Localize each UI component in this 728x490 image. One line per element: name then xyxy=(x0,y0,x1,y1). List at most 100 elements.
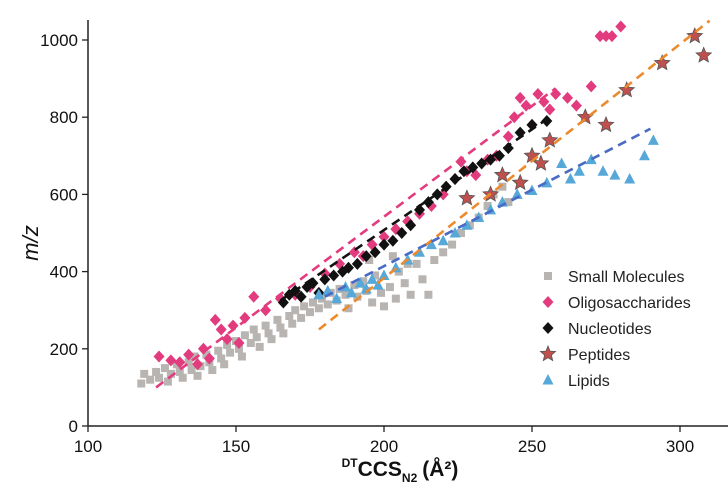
y-tick-label: 0 xyxy=(69,417,78,436)
data-point xyxy=(221,333,233,346)
legend-label: Oligosaccharides xyxy=(568,295,691,312)
data-point xyxy=(226,348,235,357)
legend-marker xyxy=(539,344,557,362)
data-point xyxy=(532,88,544,101)
y-tick-label: 1000 xyxy=(40,31,78,50)
data-point xyxy=(564,172,576,184)
data-point xyxy=(458,189,476,206)
data-point xyxy=(456,229,465,237)
data-point xyxy=(594,30,606,43)
data-point xyxy=(331,292,343,304)
data-point xyxy=(227,319,239,332)
data-point xyxy=(264,329,273,338)
data-point xyxy=(686,27,704,44)
data-point xyxy=(695,46,713,63)
data-point xyxy=(192,358,204,371)
data-point xyxy=(285,311,294,320)
data-point xyxy=(449,227,461,238)
data-point xyxy=(202,350,211,359)
data-point xyxy=(233,337,245,350)
data-point xyxy=(541,131,559,148)
data-point xyxy=(249,325,258,334)
data-point xyxy=(273,315,282,324)
data-point xyxy=(405,219,417,232)
legend-marker xyxy=(542,374,554,385)
data-point xyxy=(388,252,397,261)
series-lipids xyxy=(313,134,659,304)
data-point xyxy=(203,352,215,365)
data-point xyxy=(585,153,597,165)
data-point xyxy=(178,373,187,382)
data-point xyxy=(165,354,177,367)
data-point xyxy=(319,273,331,286)
data-point xyxy=(372,279,384,290)
data-point xyxy=(328,269,340,282)
data-point xyxy=(600,30,612,43)
data-point xyxy=(378,238,390,251)
x-axis-title-sup: DT xyxy=(342,456,359,470)
series-peptides xyxy=(458,27,713,206)
x-axis-title-unit: (Å²) xyxy=(422,457,458,481)
data-point xyxy=(314,304,323,313)
data-point xyxy=(380,302,388,311)
data-point xyxy=(350,281,359,290)
data-point xyxy=(556,157,568,169)
data-point xyxy=(606,30,618,43)
data-point xyxy=(461,219,473,230)
legend-item-oligosaccharides: Oligosaccharides xyxy=(542,295,691,312)
data-point xyxy=(573,165,585,176)
x-tick-label: 100 xyxy=(74,437,102,456)
y-axis-title: m/z xyxy=(18,225,43,260)
data-point xyxy=(152,367,161,376)
data-point xyxy=(653,54,671,71)
data-point xyxy=(504,198,513,207)
data-point xyxy=(341,290,350,299)
data-point xyxy=(237,352,246,361)
x-axis-title: DTCCSN2 (Å²) xyxy=(342,456,459,485)
data-point xyxy=(585,80,597,93)
legend-label: Nucleotides xyxy=(568,321,652,338)
data-point xyxy=(378,269,390,280)
x-tick-label: 200 xyxy=(370,437,398,456)
legend-item-peptides: Peptides xyxy=(539,344,630,364)
data-point xyxy=(448,240,457,249)
data-point xyxy=(342,261,354,274)
data-point xyxy=(387,234,399,247)
data-point xyxy=(146,375,155,384)
data-point xyxy=(514,91,526,104)
x-axis-title-sub: N2 xyxy=(402,471,418,485)
y-tick-label: 400 xyxy=(50,263,78,282)
data-point xyxy=(369,246,381,259)
data-point xyxy=(449,172,461,185)
data-point xyxy=(493,166,511,183)
data-point xyxy=(240,331,249,340)
data-point xyxy=(174,356,186,369)
data-point xyxy=(175,367,184,376)
data-point xyxy=(344,304,353,313)
trendline-lipids xyxy=(324,127,651,298)
data-point xyxy=(193,371,202,380)
data-point xyxy=(396,227,408,239)
data-point xyxy=(323,300,332,309)
data-point xyxy=(291,306,300,315)
data-point xyxy=(544,103,556,116)
data-point xyxy=(140,369,149,378)
data-point xyxy=(183,348,195,361)
y-tick-label: 600 xyxy=(50,185,78,204)
legend-marker xyxy=(542,322,554,334)
data-point xyxy=(261,321,270,330)
data-point xyxy=(378,230,390,243)
data-point xyxy=(437,234,449,246)
data-point xyxy=(570,99,582,112)
data-point xyxy=(498,182,507,191)
legend-label: Lipids xyxy=(568,373,610,390)
data-point xyxy=(297,313,306,322)
data-point xyxy=(532,154,550,171)
data-point xyxy=(368,298,377,307)
data-point xyxy=(418,275,427,284)
x-tick-label: 150 xyxy=(222,437,250,456)
x-axis-title-main: CCS xyxy=(358,458,402,481)
data-point xyxy=(160,364,169,373)
data-point xyxy=(618,81,636,98)
